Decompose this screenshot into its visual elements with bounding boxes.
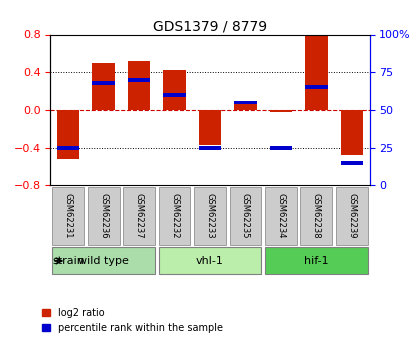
Bar	[305, 86, 328, 89]
Text: wild type: wild type	[78, 256, 129, 266]
FancyBboxPatch shape	[159, 247, 261, 275]
Text: vhl-1: vhl-1	[196, 256, 224, 266]
Text: GSM62235: GSM62235	[241, 193, 250, 238]
Title: GDS1379 / 8779: GDS1379 / 8779	[153, 19, 267, 33]
Bar	[234, 100, 257, 104]
Bar	[163, 93, 186, 97]
FancyBboxPatch shape	[336, 187, 368, 245]
Bar	[234, 100, 257, 110]
Text: GSM62239: GSM62239	[347, 193, 356, 238]
FancyBboxPatch shape	[229, 187, 261, 245]
FancyBboxPatch shape	[88, 187, 120, 245]
Legend: log2 ratio, percentile rank within the sample: log2 ratio, percentile rank within the s…	[39, 304, 227, 337]
Text: GSM62238: GSM62238	[312, 193, 321, 238]
Text: strain: strain	[52, 256, 84, 266]
Text: GSM62234: GSM62234	[276, 193, 286, 238]
Text: GSM62233: GSM62233	[205, 193, 215, 238]
Bar	[128, 61, 150, 110]
Text: GSM62232: GSM62232	[170, 193, 179, 238]
Bar	[199, 146, 221, 150]
FancyBboxPatch shape	[265, 187, 297, 245]
Bar	[163, 70, 186, 110]
Text: GSM62236: GSM62236	[99, 193, 108, 238]
Bar	[270, 146, 292, 150]
FancyBboxPatch shape	[159, 187, 191, 245]
FancyBboxPatch shape	[265, 247, 368, 275]
FancyBboxPatch shape	[52, 187, 84, 245]
Text: GSM62231: GSM62231	[64, 193, 73, 238]
Bar	[199, 110, 221, 145]
FancyBboxPatch shape	[123, 187, 155, 245]
Bar	[57, 110, 79, 159]
Bar	[92, 63, 115, 110]
Bar	[92, 81, 115, 85]
FancyBboxPatch shape	[194, 187, 226, 245]
Bar	[305, 34, 328, 110]
Text: GSM62237: GSM62237	[134, 193, 144, 238]
Text: hif-1: hif-1	[304, 256, 329, 266]
Bar	[57, 146, 79, 150]
Bar	[128, 78, 150, 82]
Bar	[270, 110, 292, 112]
FancyBboxPatch shape	[300, 187, 332, 245]
Bar	[341, 161, 363, 165]
FancyBboxPatch shape	[52, 247, 155, 275]
Bar	[341, 110, 363, 155]
